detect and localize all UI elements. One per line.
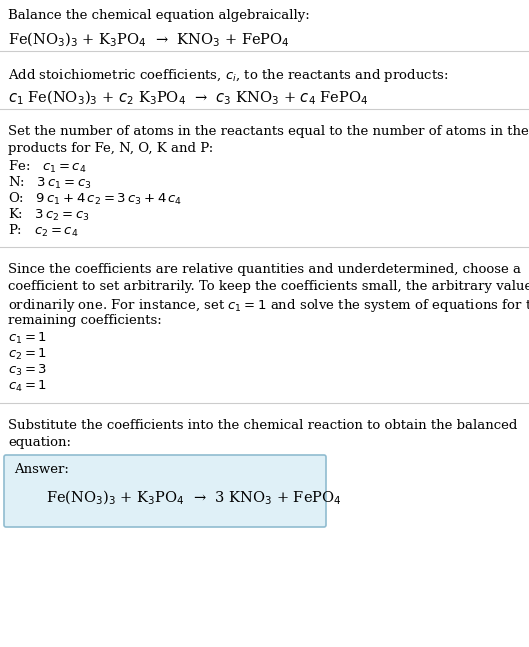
- Text: Substitute the coefficients into the chemical reaction to obtain the balanced: Substitute the coefficients into the che…: [8, 419, 517, 432]
- Text: $c_3 = 3$: $c_3 = 3$: [8, 363, 47, 378]
- Text: Balance the chemical equation algebraically:: Balance the chemical equation algebraica…: [8, 9, 310, 22]
- Text: $c_2 = 1$: $c_2 = 1$: [8, 347, 47, 362]
- Text: K:   $3\,c_2 = c_3$: K: $3\,c_2 = c_3$: [8, 207, 90, 223]
- Text: N:   $3\,c_1 = c_3$: N: $3\,c_1 = c_3$: [8, 175, 92, 191]
- Text: Set the number of atoms in the reactants equal to the number of atoms in the: Set the number of atoms in the reactants…: [8, 125, 529, 138]
- Text: $c_4 = 1$: $c_4 = 1$: [8, 379, 47, 394]
- Text: Since the coefficients are relative quantities and underdetermined, choose a: Since the coefficients are relative quan…: [8, 263, 521, 276]
- Text: equation:: equation:: [8, 436, 71, 449]
- Text: products for Fe, N, O, K and P:: products for Fe, N, O, K and P:: [8, 142, 213, 155]
- Text: Fe:   $c_1 = c_4$: Fe: $c_1 = c_4$: [8, 159, 87, 175]
- Text: P:   $c_2 = c_4$: P: $c_2 = c_4$: [8, 223, 78, 239]
- Text: coefficient to set arbitrarily. To keep the coefficients small, the arbitrary va: coefficient to set arbitrarily. To keep …: [8, 280, 529, 293]
- Text: Add stoichiometric coefficients, $c_i$, to the reactants and products:: Add stoichiometric coefficients, $c_i$, …: [8, 67, 449, 84]
- Text: Fe(NO$_3$)$_3$ + K$_3$PO$_4$  →  KNO$_3$ + FePO$_4$: Fe(NO$_3$)$_3$ + K$_3$PO$_4$ → KNO$_3$ +…: [8, 31, 290, 49]
- Text: remaining coefficients:: remaining coefficients:: [8, 314, 162, 327]
- Text: O:   $9\,c_1 + 4\,c_2 = 3\,c_3 + 4\,c_4$: O: $9\,c_1 + 4\,c_2 = 3\,c_3 + 4\,c_4$: [8, 191, 183, 207]
- Text: $c_1$ Fe(NO$_3$)$_3$ + $c_2$ K$_3$PO$_4$  →  $c_3$ KNO$_3$ + $c_4$ FePO$_4$: $c_1$ Fe(NO$_3$)$_3$ + $c_2$ K$_3$PO$_4$…: [8, 89, 368, 107]
- Text: Fe(NO$_3$)$_3$ + K$_3$PO$_4$  →  3 KNO$_3$ + FePO$_4$: Fe(NO$_3$)$_3$ + K$_3$PO$_4$ → 3 KNO$_3$…: [46, 489, 342, 507]
- FancyBboxPatch shape: [4, 455, 326, 527]
- Text: $c_1 = 1$: $c_1 = 1$: [8, 331, 47, 346]
- Text: Answer:: Answer:: [14, 463, 69, 476]
- Text: ordinarily one. For instance, set $c_1 = 1$ and solve the system of equations fo: ordinarily one. For instance, set $c_1 =…: [8, 297, 529, 314]
